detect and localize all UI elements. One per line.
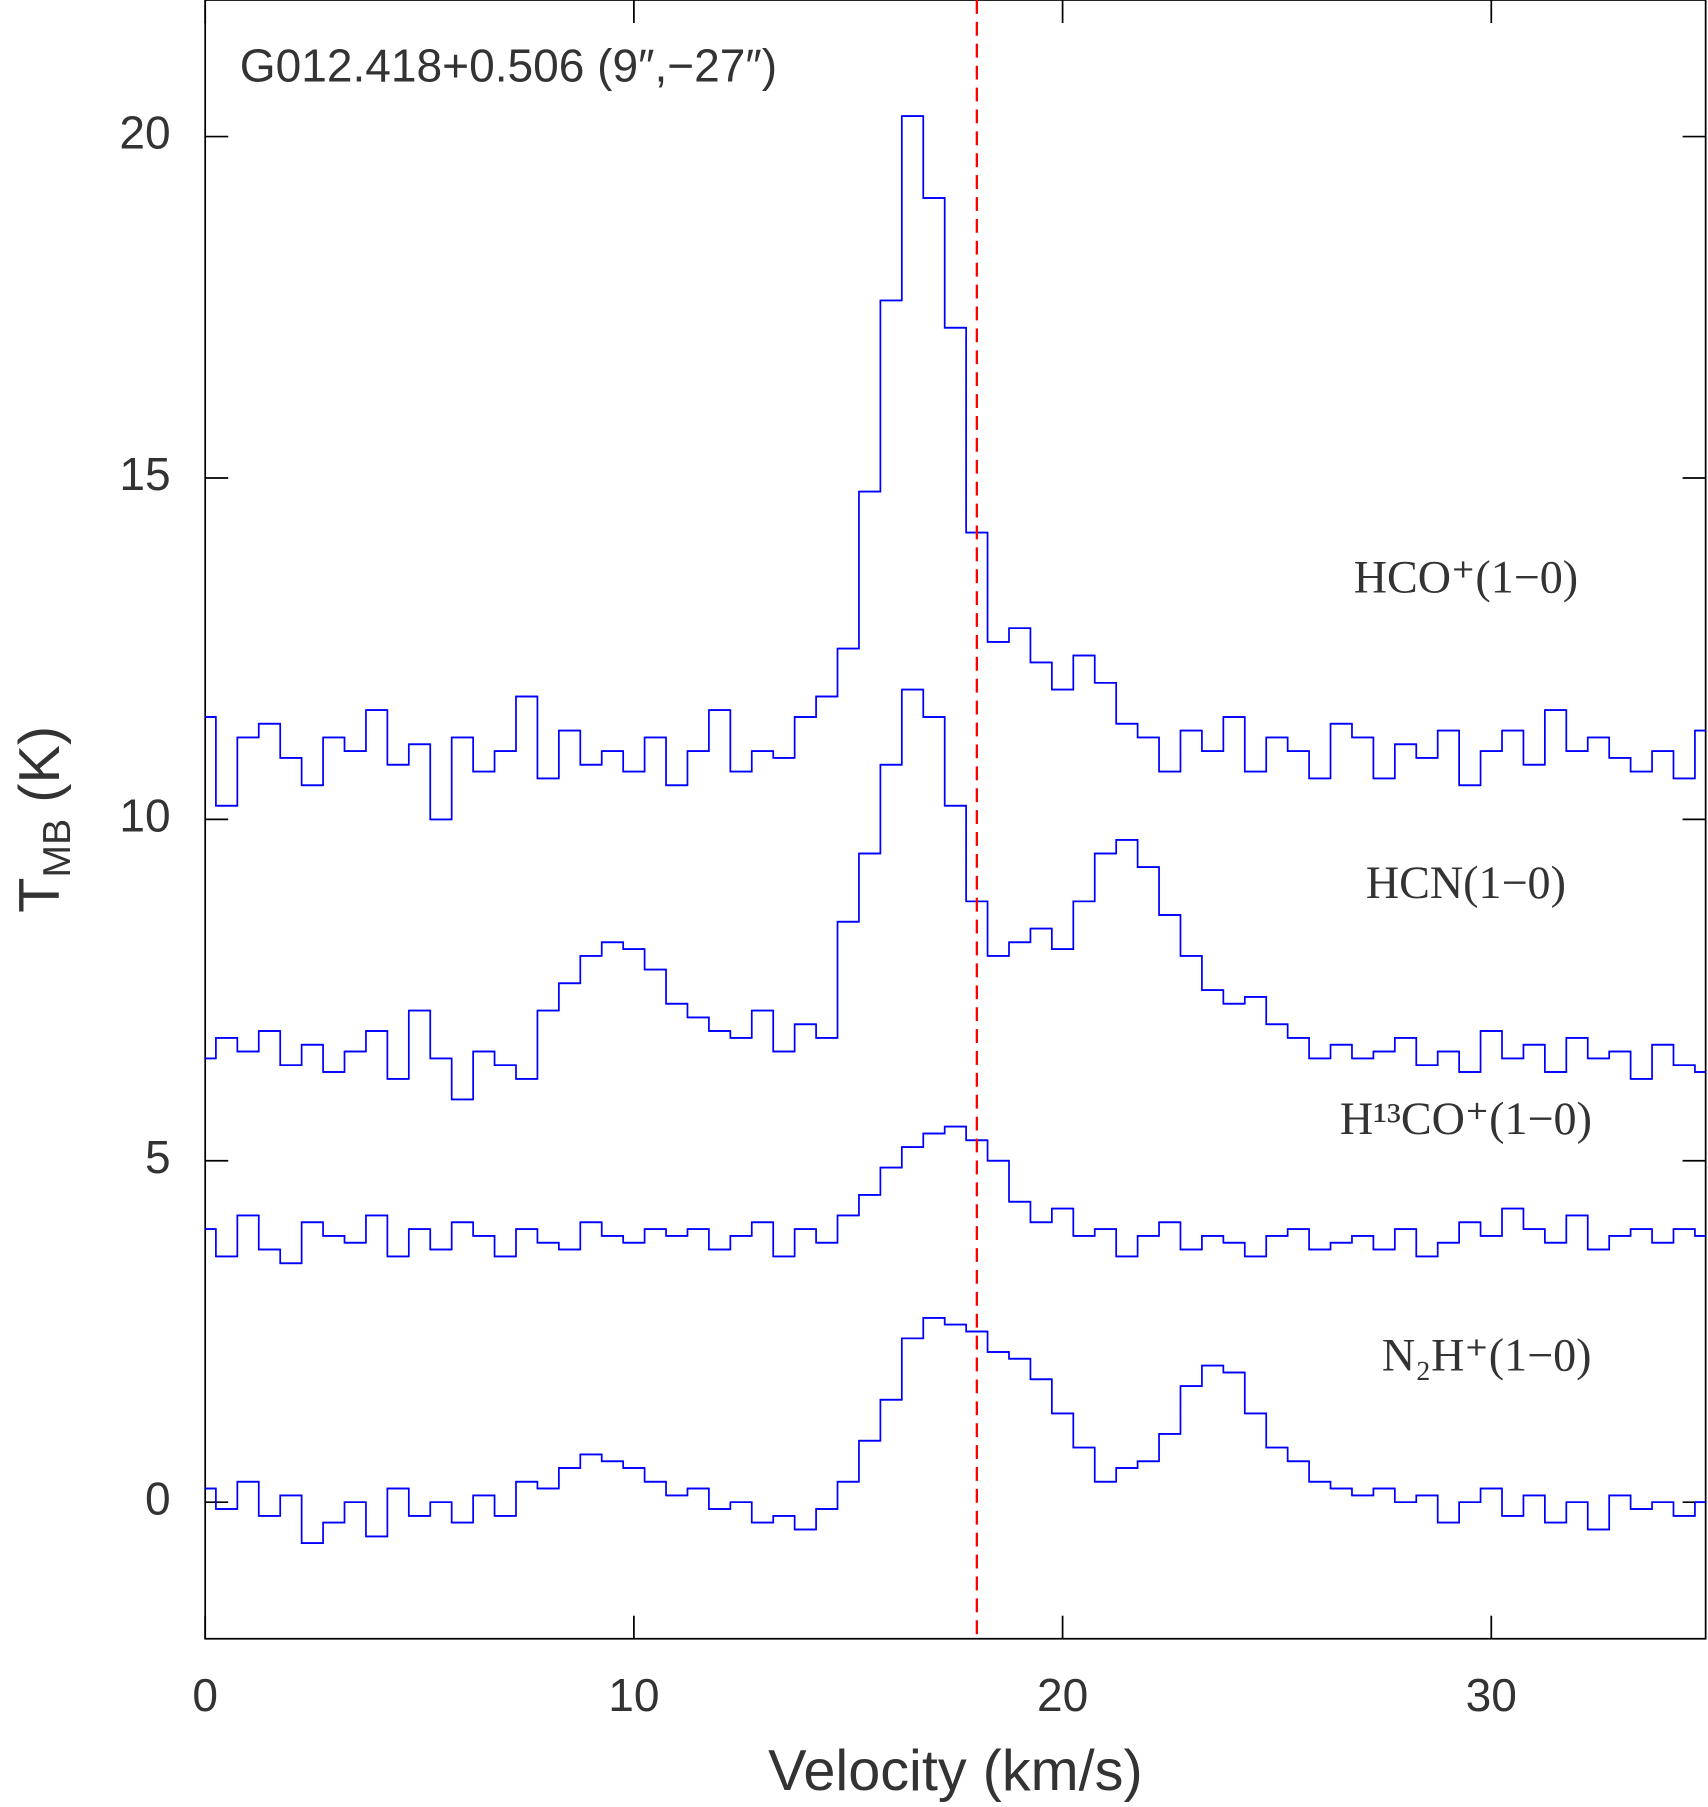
step-connector: [205, 115, 1706, 821]
step-connector: [205, 688, 1706, 1101]
y-axis-label: TMB (K): [8, 726, 79, 913]
x-tick-label: 0: [192, 1669, 218, 1721]
y-label-sub: MB: [36, 819, 79, 878]
y-tick-label: 10: [119, 790, 170, 842]
y-label-main: T: [8, 878, 72, 913]
series-label: HCN(1−0): [1366, 857, 1566, 908]
y-tick-label: 15: [119, 448, 170, 500]
x-tick-label: 30: [1466, 1669, 1517, 1721]
y-tick-label: 5: [145, 1131, 171, 1183]
x-tick-label: 10: [608, 1669, 659, 1721]
chart-title: G012.418+0.506 (9″,−27″): [240, 39, 777, 91]
y-tick-label: 20: [119, 107, 170, 159]
series-label: H¹³CO⁺(1−0): [1340, 1093, 1592, 1144]
series-label: HCO⁺(1−0): [1354, 552, 1578, 603]
series-label: N₂H⁺(1−0): [1382, 1329, 1592, 1380]
y-label-unit: (K): [8, 726, 72, 803]
y-tick-label: 0: [145, 1472, 171, 1524]
x-axis-label: Velocity (km/s): [768, 1739, 1143, 1803]
step-connector: [205, 1316, 1706, 1545]
x-tick-label: 20: [1037, 1669, 1088, 1721]
step-connector: [205, 1125, 1706, 1265]
